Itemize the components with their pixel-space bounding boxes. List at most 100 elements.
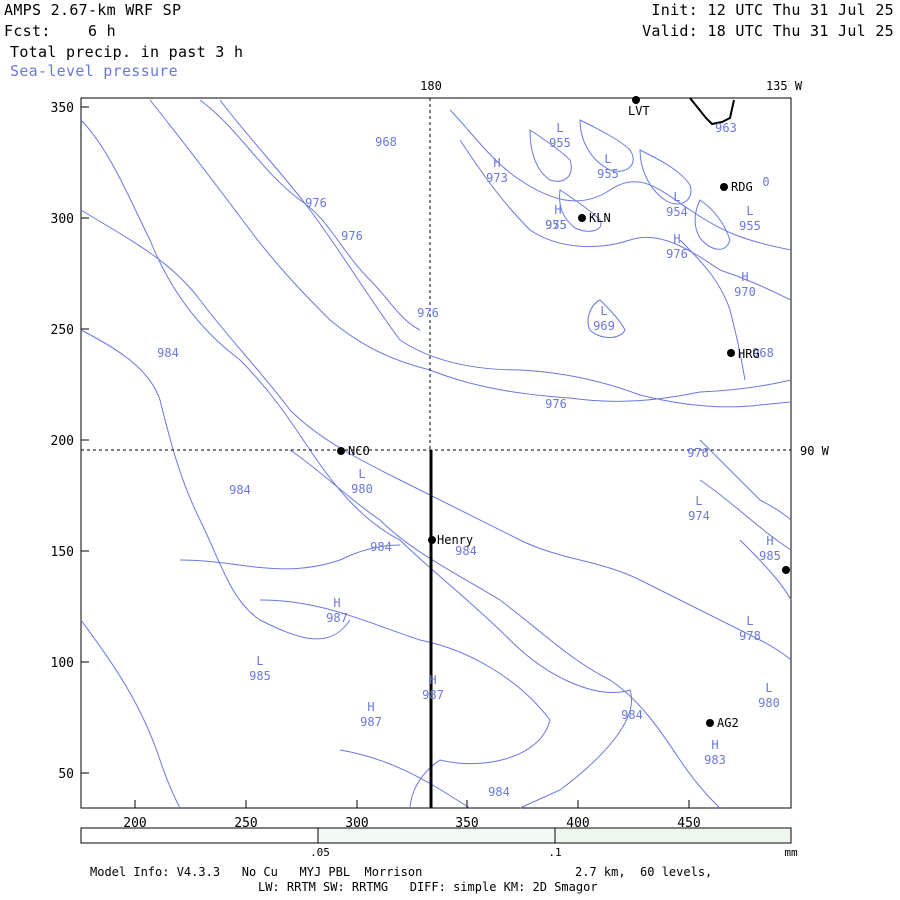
isobar-label: 980 bbox=[351, 482, 373, 496]
isobar-label: 955 bbox=[545, 218, 567, 232]
field-name: Total precip. in past 3 h bbox=[10, 43, 244, 61]
isobar-label: 974 bbox=[688, 509, 710, 523]
pressure-center-type: H bbox=[766, 534, 773, 548]
isobar-label: 984 bbox=[157, 346, 179, 360]
isobar-label: 976 bbox=[687, 446, 709, 460]
isobar-label: 975 bbox=[545, 218, 567, 232]
pressure-center-type: L bbox=[673, 190, 680, 204]
overlay-name: Sea-level pressure bbox=[10, 62, 178, 80]
isobar-label: 987 bbox=[326, 611, 348, 625]
station-label: HRG bbox=[738, 347, 760, 361]
pressure-center-type: L bbox=[604, 152, 611, 166]
pressure-center-type: H bbox=[333, 596, 340, 610]
pressure-center-type: H bbox=[673, 232, 680, 246]
pressure-center-type: H bbox=[711, 738, 718, 752]
station-label: Henry bbox=[437, 533, 473, 547]
isobar-label: 976 bbox=[417, 306, 439, 320]
lon-label-135w: 135 W bbox=[766, 79, 803, 93]
y-tick-200: 200 bbox=[51, 434, 74, 449]
pressure-center-type: L bbox=[746, 614, 753, 628]
isobar-label: 976 bbox=[666, 247, 688, 261]
isobar-label: 985 bbox=[759, 549, 781, 563]
isobar-label: 969 bbox=[593, 319, 615, 333]
footer-model-info: Model Info: V4.3.3 No Cu MYJ PBL Morriso… bbox=[90, 865, 423, 879]
isobar-label: 983 bbox=[704, 753, 726, 767]
isobar-label: 976 bbox=[341, 229, 363, 243]
isobar-label: 984 bbox=[229, 483, 251, 497]
lon-label-180: 180 bbox=[420, 79, 442, 93]
isobar-label: 984 bbox=[370, 540, 392, 554]
isobar-label: 0 bbox=[762, 175, 769, 189]
pressure-center-type: L bbox=[765, 681, 772, 695]
station-marker bbox=[428, 536, 436, 544]
station-marker bbox=[720, 183, 728, 191]
y-tick-350: 350 bbox=[51, 101, 74, 116]
pressure-center-value: 987 bbox=[422, 688, 444, 702]
x-tick-300: 300 bbox=[345, 816, 368, 831]
y-tick-150: 150 bbox=[51, 545, 74, 560]
isobar-labels: 968 976 976 976 984 976 984 980 984 984 … bbox=[157, 121, 781, 799]
isobar-label: 970 bbox=[734, 285, 756, 299]
pressure-center-type: H bbox=[493, 156, 500, 170]
pressure-center-type: L bbox=[556, 121, 563, 135]
pressure-center-type: H bbox=[429, 673, 436, 687]
station-marker bbox=[632, 96, 640, 104]
station-label: LVT bbox=[628, 104, 650, 118]
coastline bbox=[689, 97, 735, 126]
pressure-centers: H L L L H H L H L L L H L L H H H H L bbox=[256, 121, 773, 752]
station-label: AG2 bbox=[717, 716, 739, 730]
station-label: RDG bbox=[731, 180, 753, 194]
pressure-center-type: L bbox=[746, 204, 753, 218]
model-title: AMPS 2.67-km WRF SP bbox=[4, 1, 182, 19]
x-axis: 200 250 300 350 400 450 bbox=[123, 800, 701, 831]
isobar-label: 968 bbox=[375, 135, 397, 149]
map-frame bbox=[80, 97, 792, 809]
x-tick-350: 350 bbox=[455, 816, 478, 831]
x-tick-450: 450 bbox=[677, 816, 700, 831]
station-marker bbox=[782, 566, 790, 574]
y-tick-50: 50 bbox=[58, 767, 74, 782]
isobar-label: 978 bbox=[739, 629, 761, 643]
footer-grid-info: 2.7 km, 60 levels, bbox=[575, 865, 713, 879]
valid-time: Valid: 18 UTC Thu 31 Jul 25 bbox=[642, 22, 894, 40]
pressure-center-type: L bbox=[358, 467, 365, 481]
isobar-label: 973 bbox=[486, 171, 508, 185]
y-axis: 350 300 250 200 150 100 50 bbox=[51, 101, 89, 782]
x-tick-200: 200 bbox=[123, 816, 146, 831]
init-time: Init: 12 UTC Thu 31 Jul 25 bbox=[651, 1, 894, 19]
pressure-center-type: H bbox=[554, 203, 561, 217]
pressure-center-type: L bbox=[256, 654, 263, 668]
isobar-label: 976 bbox=[305, 196, 327, 210]
footer-physics-info: LW: RRTM SW: RRTMG DIFF: simple KM: 2D S… bbox=[258, 880, 598, 894]
isobar-label: 984 bbox=[455, 544, 477, 558]
colorbar: .05 .1 mm bbox=[80, 827, 798, 859]
y-tick-300: 300 bbox=[51, 212, 74, 227]
isobar-label: 987 bbox=[360, 715, 382, 729]
isobar-label: 968 bbox=[752, 346, 774, 360]
pressure-center-type: L bbox=[695, 494, 702, 508]
isobar-label: 955 bbox=[597, 167, 619, 181]
station-label: NCO bbox=[348, 444, 370, 458]
station-marker bbox=[706, 719, 714, 727]
colorbar-unit: mm bbox=[784, 846, 798, 859]
station-marker bbox=[727, 349, 735, 357]
isobar-label: 976 bbox=[545, 397, 567, 411]
isobar-label: 984 bbox=[621, 708, 643, 722]
pressure-center-type: H bbox=[741, 270, 748, 284]
station-marker bbox=[578, 214, 586, 222]
isobar-label: 955 bbox=[739, 219, 761, 233]
colorbar-label: .05 bbox=[310, 846, 330, 859]
stations: LVT RDG KLN HRG NCO Henry AG2 bbox=[337, 96, 790, 730]
y-tick-100: 100 bbox=[51, 656, 74, 671]
isobar-label: 963 bbox=[715, 121, 737, 135]
pressure-center-type: L bbox=[600, 304, 607, 318]
isobar-label: 985 bbox=[249, 669, 271, 683]
isobar-label: 955 bbox=[549, 136, 571, 150]
isobar-label: 980 bbox=[758, 696, 780, 710]
station-label: KLN bbox=[589, 211, 611, 225]
colorbar-label: .1 bbox=[548, 846, 561, 859]
forecast-hour: Fcst: 6 h bbox=[4, 22, 116, 40]
pressure-center-type: H bbox=[367, 700, 374, 714]
station-marker bbox=[337, 447, 345, 455]
